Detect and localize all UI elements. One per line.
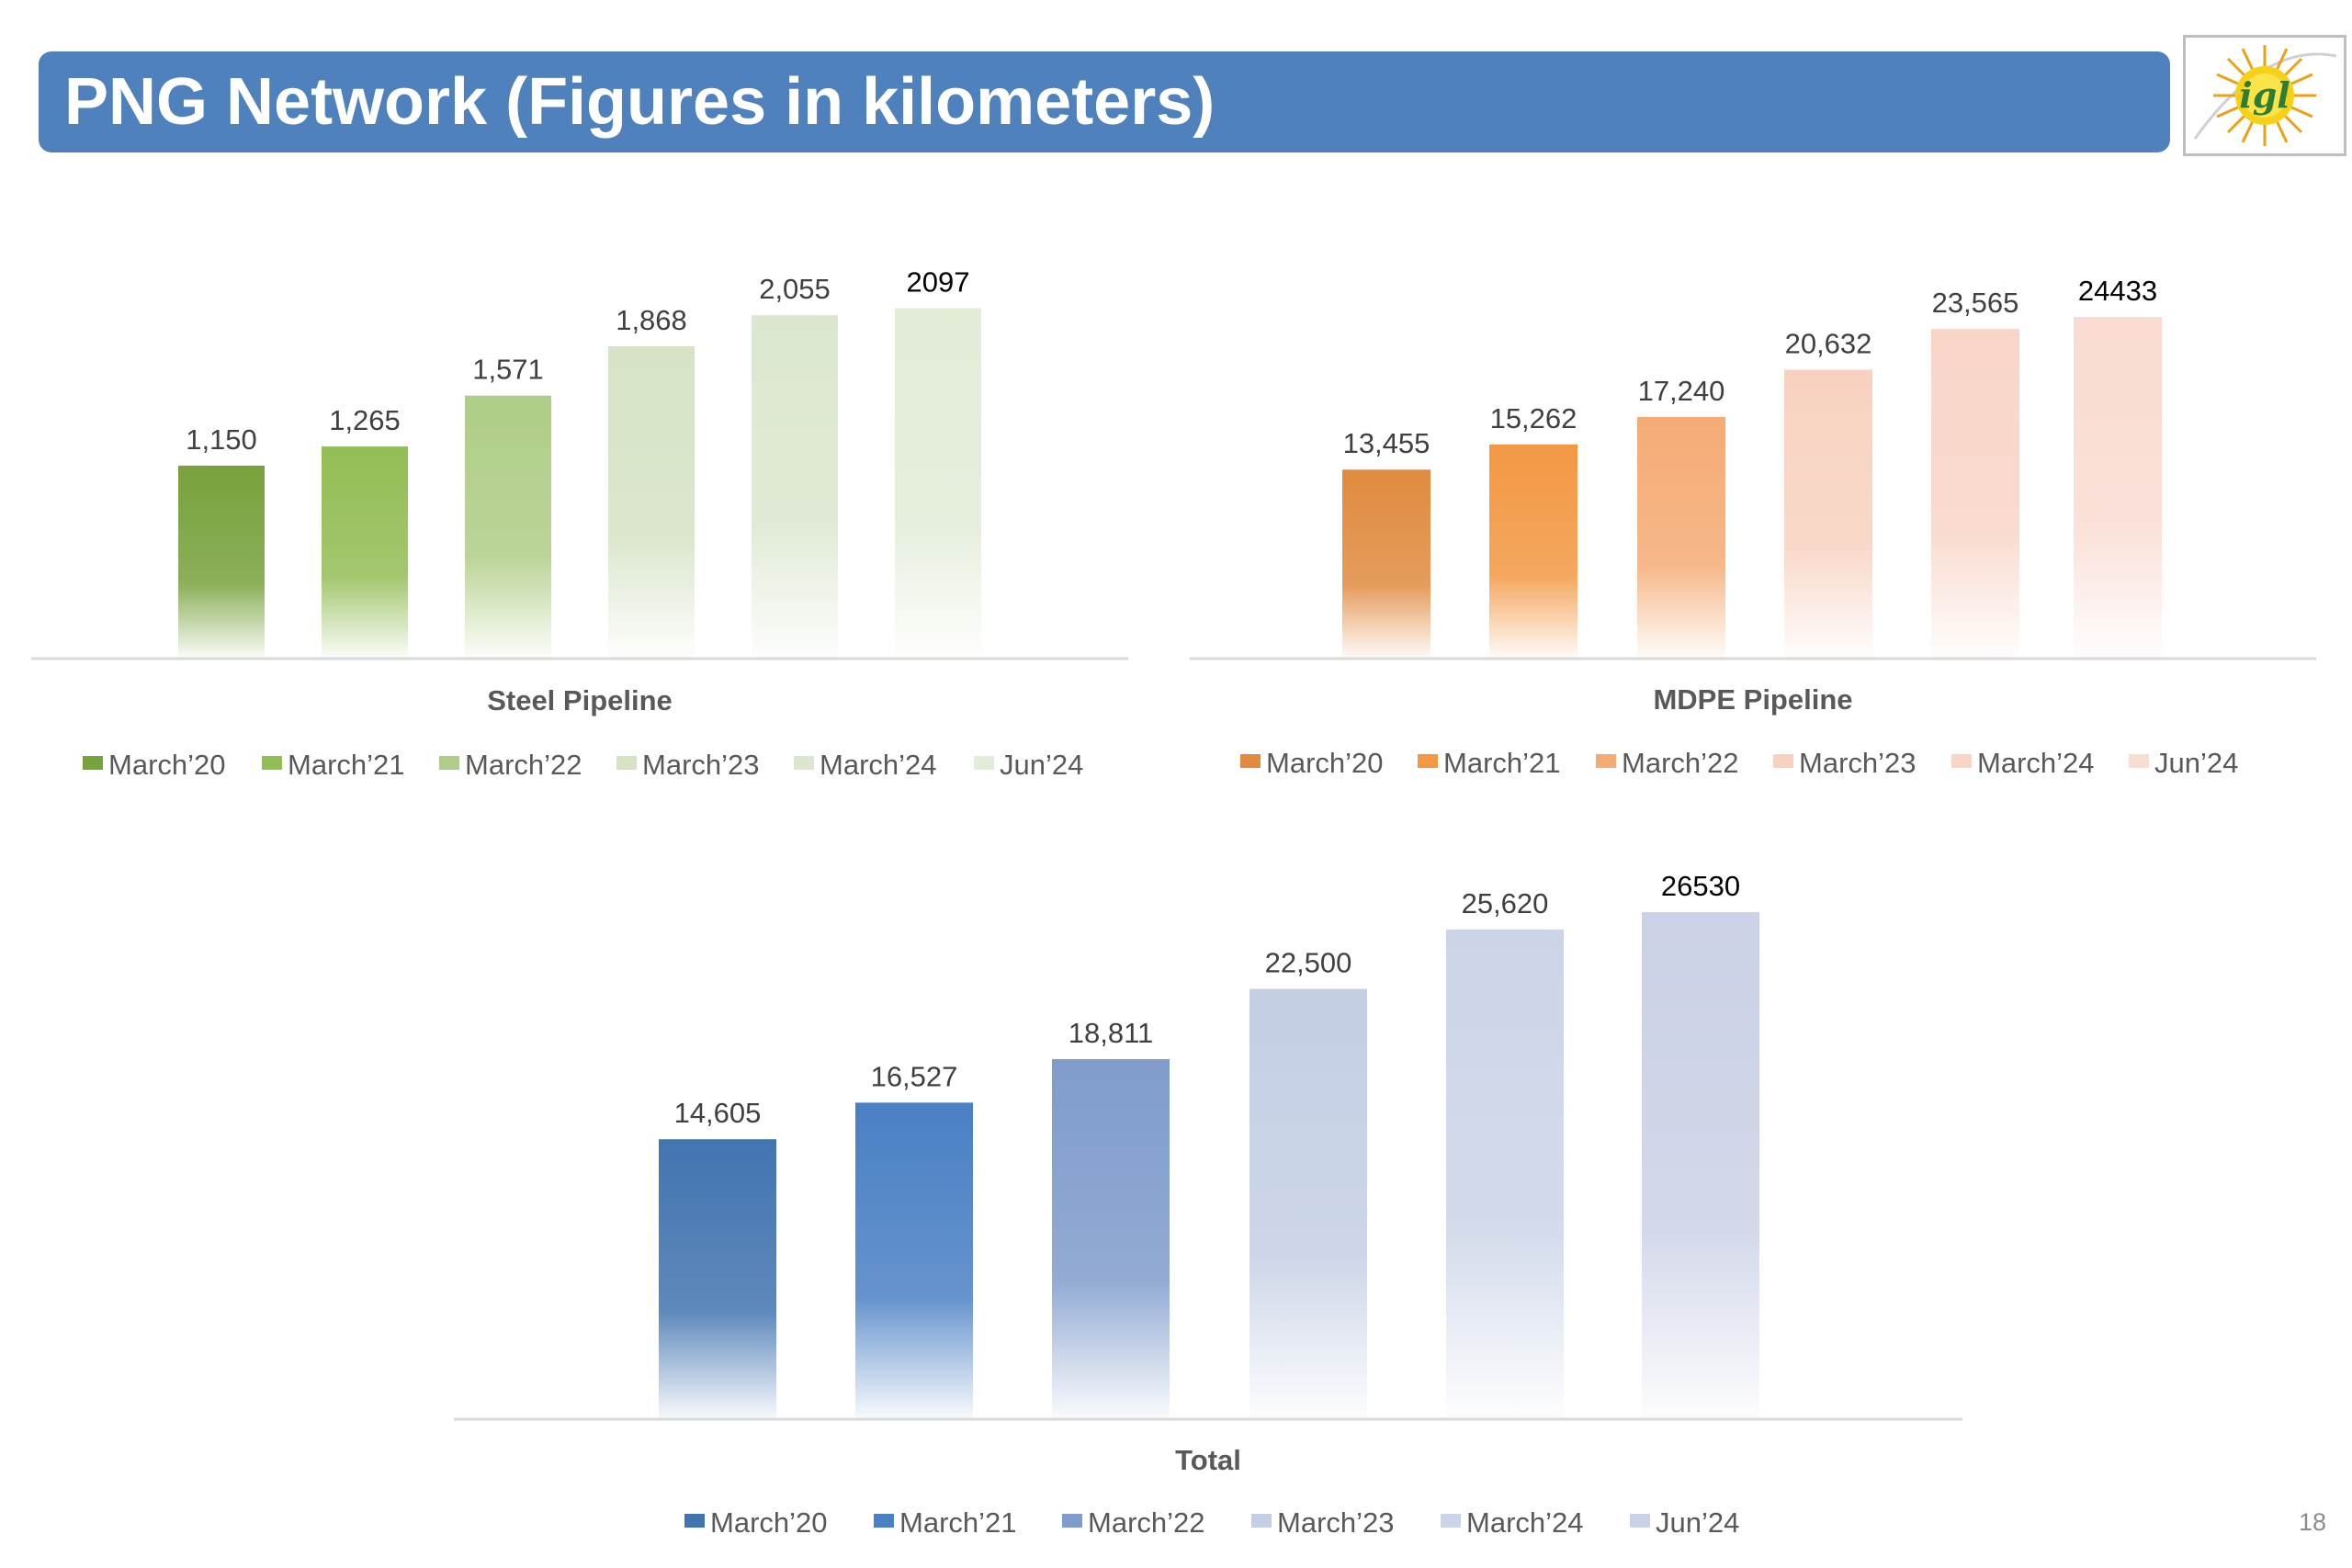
total-bar — [1052, 1059, 1170, 1417]
steel-pipeline-legend: March’20 March’21 March’22 March’23 March’24… — [83, 749, 1083, 781]
total-legend-label: March’20 — [710, 1506, 828, 1539]
mdpe-pipeline-data-label: 17,240 — [1638, 375, 1725, 407]
mdpe-pipeline-legend-swatch — [2129, 754, 2149, 768]
mdpe-pipeline-bar — [1489, 444, 1577, 657]
total-legend-swatch — [1441, 1514, 1461, 1528]
steel-pipeline-bar — [608, 345, 695, 657]
page-number: 18 — [2298, 1508, 2326, 1536]
steel-pipeline-legend-label: March’20 — [108, 749, 226, 781]
steel-pipeline-data-label: 1,265 — [329, 404, 401, 436]
total-bar — [855, 1102, 973, 1417]
steel-pipeline-bar — [752, 315, 838, 657]
total-bar — [659, 1139, 776, 1417]
steel-pipeline-legend-label: March’23 — [642, 749, 760, 781]
steel-pipeline-chart-title: Steel Pipeline — [487, 684, 673, 716]
total-legend-label: March’21 — [899, 1506, 1017, 1539]
mdpe-pipeline-legend-swatch — [1240, 754, 1261, 768]
steel-pipeline-bar — [322, 446, 408, 657]
steel-pipeline-data-label: 1,150 — [186, 423, 257, 456]
steel-pipeline-legend-label: March’22 — [465, 749, 582, 781]
mdpe-pipeline-data-label: 15,262 — [1490, 402, 1577, 434]
mdpe-pipeline-bar — [2074, 317, 2162, 657]
total-legend-label: Jun’24 — [1656, 1506, 1739, 1539]
steel-pipeline-legend-label: March’24 — [820, 749, 937, 781]
mdpe-pipeline-legend-label: March’20 — [1266, 747, 1384, 779]
igl-logo: igl — [2183, 35, 2346, 156]
mdpe-pipeline-bar — [1342, 469, 1430, 657]
total-data-label: 22,500 — [1265, 947, 1352, 979]
total-legend: March’20 March’21 March’22 March’23 March’24… — [684, 1506, 1739, 1539]
steel-pipeline-legend-swatch — [439, 756, 459, 770]
mdpe-pipeline-legend-label: Jun’24 — [2154, 747, 2238, 779]
mdpe-pipeline-legend-swatch — [1596, 754, 1616, 768]
mdpe-pipeline-legend-swatch — [1773, 754, 1793, 768]
mdpe-pipeline-data-label: 23,565 — [1932, 287, 2019, 319]
mdpe-pipeline-data-label: 24433 — [2078, 275, 2157, 307]
mdpe-pipeline-legend-label: March’22 — [1622, 747, 1739, 779]
total-chart: 14,605 16,527 18,811 22,500 25,620 26530 Total… — [454, 870, 1962, 1539]
mdpe-pipeline-legend-swatch — [1951, 754, 1972, 768]
mdpe-pipeline-bar — [1931, 329, 2019, 657]
steel-pipeline-bar — [178, 465, 265, 657]
total-legend-swatch — [1630, 1514, 1650, 1528]
steel-pipeline-data-label: 1,571 — [472, 354, 544, 386]
total-data-label: 26530 — [1661, 870, 1740, 902]
svg-text:igl: igl — [2239, 74, 2290, 116]
steel-pipeline-bar — [465, 395, 551, 657]
steel-pipeline-legend-swatch — [262, 756, 282, 770]
steel-pipeline-legend-label: Jun’24 — [1000, 749, 1083, 781]
total-legend-swatch — [684, 1514, 705, 1528]
igl-logo-icon: igl — [2193, 45, 2337, 146]
total-data-label: 14,605 — [674, 1097, 762, 1129]
total-legend-swatch — [1251, 1514, 1272, 1528]
total-legend-swatch — [874, 1514, 894, 1528]
mdpe-pipeline-chart-title: MDPE Pipeline — [1653, 683, 1852, 716]
mdpe-pipeline-bar — [1784, 369, 1872, 657]
total-bar — [1642, 912, 1759, 1417]
total-bar — [1250, 988, 1367, 1417]
total-legend-label: March’22 — [1088, 1506, 1205, 1539]
steel-pipeline-legend-swatch — [974, 756, 994, 770]
total-data-label: 18,811 — [1069, 1017, 1154, 1049]
mdpe-pipeline-bar — [1637, 416, 1725, 657]
steel-pipeline-legend-swatch — [83, 756, 103, 770]
page-title: PNG Network (Figures in kilometers) — [64, 65, 1216, 139]
mdpe-pipeline-legend-swatch — [1418, 754, 1438, 768]
total-legend-label: March’23 — [1277, 1506, 1395, 1539]
mdpe-pipeline-legend: March’20 March’21 March’22 March’23 March’24… — [1240, 747, 2238, 779]
steel-pipeline-data-label: 2097 — [907, 266, 970, 299]
steel-pipeline-chart: 1,150 1,265 1,571 1,868 2,055 2097 Steel Pipel… — [31, 266, 1128, 781]
mdpe-pipeline-legend-label: March’21 — [1443, 747, 1561, 779]
mdpe-pipeline-data-label: 13,455 — [1343, 427, 1430, 459]
total-data-label: 25,620 — [1462, 887, 1549, 919]
mdpe-pipeline-data-label: 20,632 — [1785, 328, 1872, 360]
total-data-label: 16,527 — [871, 1060, 958, 1092]
total-legend-swatch — [1062, 1514, 1082, 1528]
mdpe-pipeline-chart: 13,455 15,262 17,240 20,632 23,565 24433 MDPE … — [1190, 275, 2316, 779]
steel-pipeline-bar — [895, 308, 981, 657]
title-banner: PNG Network (Figures in kilometers) — [39, 51, 2170, 152]
mdpe-pipeline-legend-label: March’24 — [1977, 747, 2095, 779]
total-chart-title: Total — [1175, 1444, 1241, 1476]
steel-pipeline-legend-label: March’21 — [288, 749, 405, 781]
total-bar — [1446, 929, 1564, 1417]
steel-pipeline-legend-swatch — [616, 756, 637, 770]
mdpe-pipeline-legend-label: March’23 — [1799, 747, 1917, 779]
steel-pipeline-legend-swatch — [794, 756, 814, 770]
total-legend-label: March’24 — [1466, 1506, 1584, 1539]
steel-pipeline-data-label: 1,868 — [616, 304, 687, 336]
steel-pipeline-data-label: 2,055 — [759, 273, 831, 305]
